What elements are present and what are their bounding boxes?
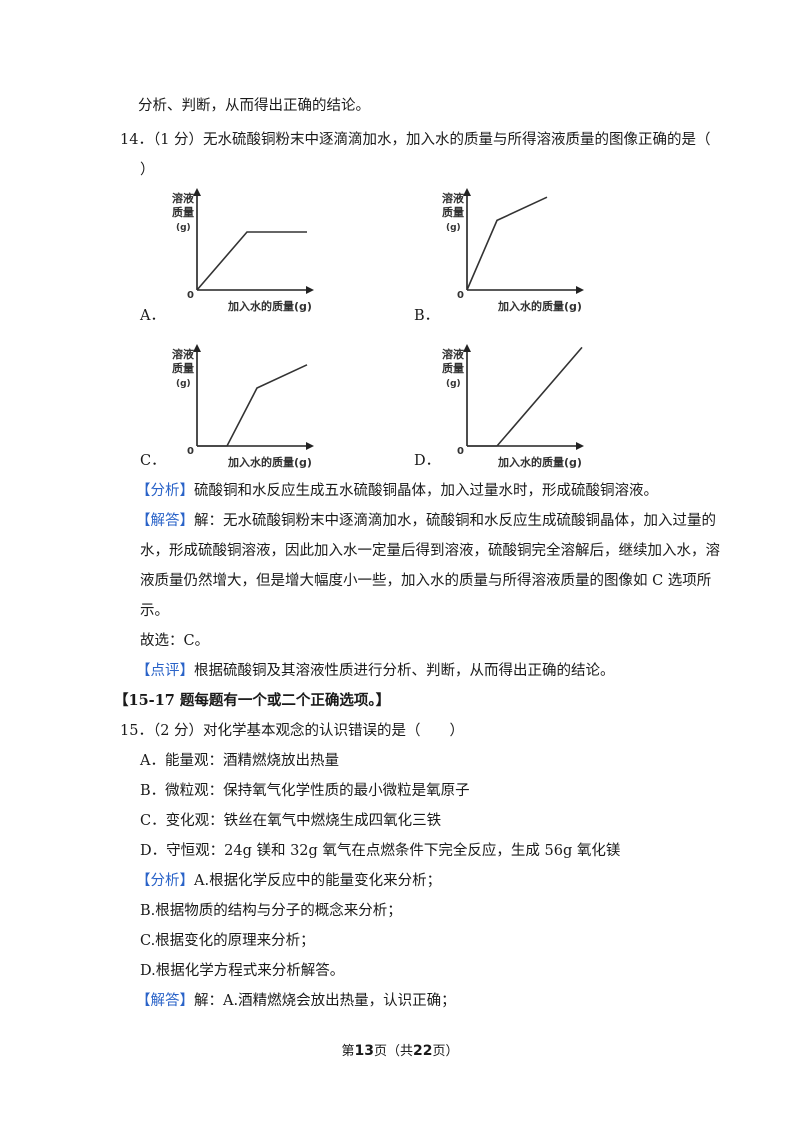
question-15-option-d: D．守恒观：24g 镁和 32g 氧气在点燃条件下完全反应，生成 56g 氧化镁	[140, 843, 621, 859]
series-line	[466, 196, 548, 291]
comment-tag: 【点评】	[136, 663, 194, 679]
y-axis-unit: (g)	[446, 379, 461, 389]
analysis-2-d: D.根据化学方程式来分析解答。	[140, 963, 345, 979]
x-axis-arrow	[306, 286, 314, 294]
question-15: 15．（2 分）对化学基本观念的认识错误的是（ ）	[120, 723, 465, 739]
y-axis-label: 溶液	[442, 347, 465, 361]
question-15-option-b: B．微粒观：保持氧气化学性质的最小微粒是氧原子	[140, 783, 470, 799]
analysis-line: 【分析】硫酸铜和水反应生成五水硫酸铜晶体，加入过量水时，形成硫酸铜溶液。	[136, 481, 658, 501]
solution-tag: 【解答】	[136, 513, 194, 529]
y-axis-label: 质量	[172, 361, 194, 375]
solution-line-3: 液质量仍然增大，但是增大幅度小一些，加入水的质量与所得溶液质量的图像如 C 选项…	[140, 573, 712, 589]
footer-post: 页）	[432, 1044, 459, 1059]
analysis-2-text: A.根据化学反应中的能量变化来分析；	[194, 873, 442, 889]
y-axis-label: 质量	[442, 361, 464, 375]
question-14-paren: ）	[140, 162, 155, 178]
y-axis-arrow	[463, 344, 471, 352]
analysis-2-line: 【分析】A.根据化学反应中的能量变化来分析；	[136, 871, 441, 891]
chart-svg: 溶液质量 (g) 0 加入水的质量(g)	[442, 344, 584, 469]
solution-2-text: 解：A.酒精燃烧会放出热量，认识正确；	[194, 993, 456, 1009]
y-axis-arrow	[193, 344, 201, 352]
comment-text: 根据硫酸铜及其溶液性质进行分析、判断，从而得出正确的结论。	[194, 663, 615, 679]
origin-label: 0	[187, 290, 194, 301]
text-line: 分析、判断，从而得出正确的结论。	[138, 98, 370, 114]
solution-text: 解：无水硫酸铜粉末中逐滴滴加水，硫酸铜和水反应生成硫酸铜晶体，加入过量的	[194, 513, 716, 529]
y-axis-label: 质量	[442, 205, 464, 219]
x-axis-arrow	[576, 442, 584, 450]
analysis-2-b: B.根据物质的结构与分子的概念来分析；	[140, 903, 402, 919]
y-axis-label: 质量	[172, 205, 194, 219]
question-14: 14．（1 分）无水硫酸铜粉末中逐滴滴加水，加入水的质量与所得溶液质量的图像正确…	[120, 132, 711, 148]
comment-line: 【点评】根据硫酸铜及其溶液性质进行分析、判断，从而得出正确的结论。	[136, 661, 615, 681]
y-axis-arrow	[463, 188, 471, 196]
solution-line: 【解答】解：无水硫酸铜粉末中逐滴滴加水，硫酸铜和水反应生成硫酸铜晶体，加入过量的	[136, 511, 716, 531]
y-axis-arrow	[193, 188, 201, 196]
origin-label: 0	[457, 446, 464, 457]
analysis-2-tag: 【分析】	[136, 873, 194, 889]
x-axis-arrow	[576, 286, 584, 294]
solution-line-4: 示。	[140, 603, 169, 619]
page-footer: 第13页（共22页）	[0, 1040, 800, 1059]
series-line	[196, 231, 307, 291]
y-axis-label: 溶液	[172, 347, 195, 361]
total-pages: 22	[413, 1043, 433, 1059]
chart-svg: 溶液质量 (g) 0 加入水的质量(g)	[442, 188, 584, 313]
chart-option-b: 溶液 质量 (g) 0 加入水的质量(g)	[440, 186, 590, 316]
chart-option-a: 溶液 质量 (g) 0 加入水的质量(g)	[170, 186, 320, 316]
analysis-text: 硫酸铜和水反应生成五水硫酸铜晶体，加入过量水时，形成硫酸铜溶液。	[194, 483, 658, 499]
question-15-option-a: A．能量观：酒精燃烧放出热量	[140, 753, 339, 769]
y-axis-unit: (g)	[176, 379, 191, 389]
x-axis-label: 加入水的质量(g)	[227, 455, 312, 469]
solution-2-line: 【解答】解：A.酒精燃烧会放出热量，认识正确；	[136, 991, 456, 1011]
y-axis-unit: (g)	[446, 223, 461, 233]
solution-line-2: 水，形成硫酸铜溶液，因此加入水一定量后得到溶液，硫酸铜完全溶解后，继续加入水，溶	[140, 543, 720, 559]
option-label-b: B．	[414, 308, 440, 324]
footer-pre: 第	[341, 1044, 355, 1059]
option-label-c: C．	[140, 453, 166, 469]
chart-option-c: 溶液 质量 (g) 0 加入水的质量(g)	[170, 342, 320, 472]
series-line	[197, 364, 308, 447]
x-axis-label: 加入水的质量(g)	[497, 299, 582, 313]
option-label-d: D．	[414, 453, 441, 469]
question-15-option-c: C．变化观：铁丝在氧气中燃烧生成四氧化三铁	[140, 813, 442, 829]
origin-label: 0	[457, 290, 464, 301]
chart-svg: 溶液质量 (g) 0 加入水的质量(g)	[172, 344, 314, 469]
y-axis-label: 溶液	[442, 191, 465, 205]
chart-option-d: 溶液 质量 (g) 0 加入水的质量(g)	[440, 342, 590, 472]
analysis-2-c: C.根据变化的原理来分析；	[140, 933, 315, 949]
y-axis-label: 溶液	[172, 191, 195, 205]
x-axis-arrow	[306, 442, 314, 450]
page-number: 13	[354, 1043, 374, 1059]
option-label-a: A．	[140, 308, 165, 324]
footer-mid: 页（共	[373, 1044, 413, 1059]
chart-svg: 溶液质量 (g) 0 加入水的质量(g)	[172, 188, 314, 313]
answer-line: 故选：C。	[140, 633, 210, 649]
series-line	[467, 346, 583, 447]
analysis-tag: 【分析】	[136, 483, 194, 499]
y-axis-unit: (g)	[176, 223, 191, 233]
solution-2-tag: 【解答】	[136, 993, 194, 1009]
origin-label: 0	[187, 446, 194, 457]
section-heading: 【15-17 题每题有一个或二个正确选项。】	[114, 692, 391, 709]
x-axis-label: 加入水的质量(g)	[497, 455, 582, 469]
x-axis-label: 加入水的质量(g)	[227, 299, 312, 313]
